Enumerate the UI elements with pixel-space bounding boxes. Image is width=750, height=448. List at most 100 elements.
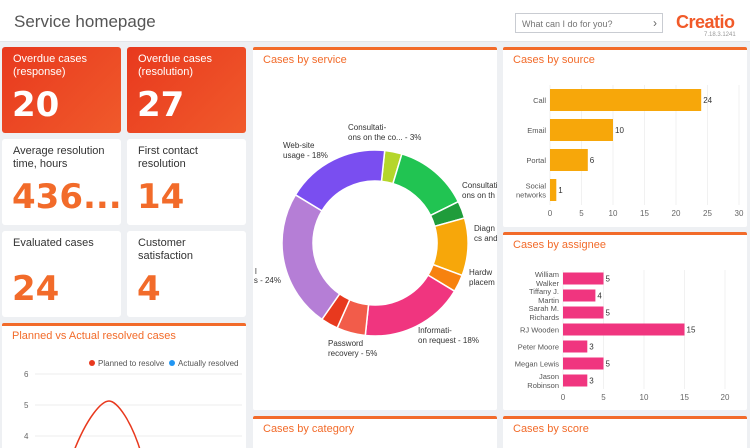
source-bar-chart: 0 5 10 15 20 25 30 24 Call 10 Email 6 Portal 1 Socialn… bbox=[516, 85, 744, 218]
slice-label: Consultati- bbox=[348, 123, 387, 132]
bar bbox=[550, 119, 613, 141]
x-tick-label: 0 bbox=[548, 209, 553, 218]
x-tick-label: 10 bbox=[640, 393, 649, 402]
slice-label: Hardw bbox=[469, 268, 492, 277]
slice-label: Informati- bbox=[418, 326, 452, 335]
service-donut-chart: Consultati-ons on the co... - 3% Consulta… bbox=[254, 123, 497, 358]
panel-title: Planned vs Actual resolved cases bbox=[12, 330, 176, 342]
data-label: 5 bbox=[606, 309, 611, 318]
y-tick-label: 5 bbox=[24, 401, 29, 410]
data-label: 15 bbox=[687, 326, 696, 335]
category-label: Social bbox=[526, 182, 547, 191]
data-label: 1 bbox=[558, 186, 563, 195]
x-tick-label: 20 bbox=[672, 209, 681, 218]
x-tick-label: 15 bbox=[640, 209, 649, 218]
kpi-value: 27 bbox=[137, 85, 185, 125]
kpi-label: Average resolution time, hours bbox=[13, 145, 105, 170]
slice-label: Password bbox=[328, 339, 363, 348]
cases-by-service-panel: Cases by service Consultati-ons on the c… bbox=[253, 47, 497, 410]
category-label: networks bbox=[516, 191, 546, 200]
kpi-overdue-resolution[interactable]: Overdue cases (resolution) 27 bbox=[127, 47, 246, 133]
slice-label: usage - 18% bbox=[283, 151, 328, 160]
bar bbox=[563, 357, 604, 370]
cases-by-source-panel: Cases by source 0 5 10 15 20 25 30 24 Call 10 Emai… bbox=[503, 47, 747, 227]
data-label: 24 bbox=[703, 96, 712, 105]
legend-planned-marker bbox=[89, 360, 95, 366]
data-label: 3 bbox=[589, 377, 594, 386]
bar bbox=[563, 323, 685, 336]
kpi-value: 24 bbox=[12, 269, 60, 309]
category-label: Peter Moore bbox=[518, 343, 559, 352]
x-tick-label: 15 bbox=[680, 393, 689, 402]
slice-label: Diagn bbox=[474, 224, 495, 233]
command-search[interactable]: › bbox=[515, 13, 663, 33]
bar bbox=[550, 89, 702, 111]
x-tick-label: 25 bbox=[703, 209, 712, 218]
x-tick-label: 5 bbox=[579, 209, 584, 218]
legend-planned: Planned to resolve bbox=[98, 359, 165, 368]
slice-label: Consultati bbox=[462, 181, 497, 190]
kpi-avg-resolution-time[interactable]: Average resolution time, hours 436... bbox=[2, 139, 121, 225]
page-title: Service homepage bbox=[14, 12, 156, 31]
kpi-label: First contact resolution bbox=[138, 145, 198, 170]
bar bbox=[550, 149, 588, 171]
panel-title: Cases by source bbox=[513, 54, 595, 66]
creatio-logo[interactable]: Creatio bbox=[676, 12, 735, 32]
category-label: Email bbox=[527, 126, 546, 135]
legend-actual: Actually resolved bbox=[178, 359, 238, 368]
top-bar: Service homepage › Creatio 7.18.3.1241 bbox=[0, 0, 750, 42]
legend-actual-marker bbox=[169, 360, 175, 366]
slice-label: s - 24% bbox=[254, 276, 281, 285]
kpi-overdue-response[interactable]: Overdue cases (response) 20 bbox=[2, 47, 121, 133]
data-label: 5 bbox=[606, 275, 611, 284]
cases-by-category-panel: Cases by category bbox=[253, 416, 497, 448]
cases-by-assignee-panel: Cases by assignee 0 5 10 15 20 5 William Walker… bbox=[503, 232, 747, 410]
data-label: 4 bbox=[597, 292, 602, 301]
panel-title: Cases by service bbox=[263, 54, 347, 66]
slice-label: cs and bbox=[474, 234, 497, 243]
category-label: Portal bbox=[526, 156, 546, 165]
kpi-label: Overdue cases (resolution) bbox=[138, 53, 212, 78]
x-tick-label: 20 bbox=[721, 393, 730, 402]
planned-line bbox=[74, 400, 141, 448]
data-label: 5 bbox=[606, 360, 611, 369]
slice-label: Web-site bbox=[283, 141, 315, 150]
bar bbox=[550, 179, 557, 201]
kpi-customer-satisfaction[interactable]: Customer satisfaction 4 bbox=[127, 231, 246, 317]
category-label: Jason bbox=[539, 372, 559, 381]
x-tick-label: 0 bbox=[561, 393, 566, 402]
x-tick-label: 5 bbox=[601, 393, 606, 402]
category-label: Walker bbox=[536, 279, 560, 288]
kpi-value: 14 bbox=[137, 177, 185, 217]
category-label: Call bbox=[533, 96, 546, 105]
category-label: Robinson bbox=[527, 381, 559, 390]
bar bbox=[563, 374, 588, 387]
kpi-first-contact-resolution[interactable]: First contact resolution 14 bbox=[127, 139, 246, 225]
slice-label: recovery - 5% bbox=[328, 349, 377, 358]
donut-slice bbox=[281, 193, 341, 321]
slice-label: ons on th bbox=[462, 191, 495, 200]
x-tick-label: 30 bbox=[735, 209, 744, 218]
chevron-right-icon[interactable]: › bbox=[653, 16, 657, 30]
version-label: 7.18.3.1241 bbox=[704, 32, 736, 38]
y-tick-label: 4 bbox=[24, 432, 29, 441]
category-label: RJ Wooden bbox=[520, 326, 559, 335]
bar bbox=[563, 340, 588, 353]
cases-by-score-panel: Cases by score bbox=[503, 416, 747, 448]
kpi-evaluated-cases[interactable]: Evaluated cases 24 bbox=[2, 231, 121, 317]
bar bbox=[563, 272, 604, 285]
kpi-value: 4 bbox=[137, 269, 161, 309]
data-label: 3 bbox=[589, 343, 594, 352]
category-label: Sarah M. bbox=[529, 304, 559, 313]
panel-title: Cases by category bbox=[263, 423, 355, 435]
kpi-label: Overdue cases (response) bbox=[13, 53, 87, 78]
kpi-label: Customer satisfaction bbox=[138, 237, 194, 262]
search-input[interactable] bbox=[516, 15, 644, 33]
category-label: Richards bbox=[529, 313, 559, 322]
data-label: 10 bbox=[615, 126, 624, 135]
panel-title: Cases by assignee bbox=[513, 239, 606, 251]
planned-vs-actual-panel: Planned vs Actual resolved cases Planned… bbox=[2, 323, 246, 448]
kpi-value: 20 bbox=[12, 85, 60, 125]
category-label: Megan Lewis bbox=[515, 360, 559, 369]
